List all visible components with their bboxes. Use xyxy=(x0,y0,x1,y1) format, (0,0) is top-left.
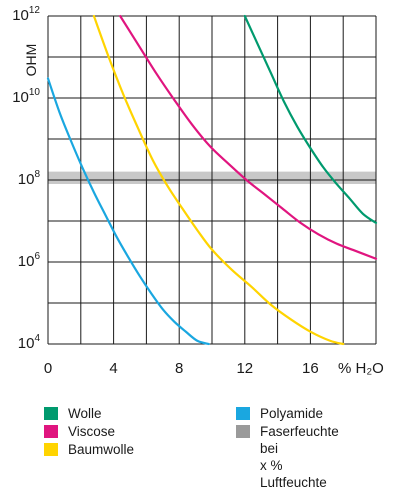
legend-swatch-polyamide xyxy=(236,407,250,420)
y-tick-label: 1012 xyxy=(12,5,40,24)
x-tick-label: 12 xyxy=(236,360,253,377)
x-tick-label: 4 xyxy=(109,360,117,377)
x-axis-title: % H₂O xyxy=(338,360,384,377)
y-tick-label: 106 xyxy=(18,251,41,270)
legend-label-baumwolle: Baumwolle xyxy=(68,442,135,457)
legend-swatch-faserfeuchte xyxy=(236,425,250,438)
legend-item-faserfeuchte: Faserfeuchte bei x % Luftfeuchte xyxy=(236,423,339,491)
legend-swatch-baumwolle xyxy=(44,443,58,456)
series-line-viscose xyxy=(119,14,378,260)
series-line-baumwolle xyxy=(92,14,345,346)
series-line-polyamide xyxy=(46,77,210,346)
x-tick-label: 0 xyxy=(44,360,52,377)
y-tick-label: 108 xyxy=(18,169,41,188)
grid-layer xyxy=(47,15,377,345)
legend-swatch-wolle xyxy=(44,407,58,420)
chart-figure: 104 106 108 1010 1012 0 4 8 12 16 OHM % H₂O Woll… xyxy=(12,5,384,490)
y-tick-label: 1010 xyxy=(12,87,40,106)
legend-item-polyamide: Polyamide xyxy=(236,405,323,422)
x-tick-label: 16 xyxy=(302,360,319,377)
legend-label-faserfeuchte: Faserfeuchte bei x % Luftfeuchte xyxy=(260,424,339,490)
legend-item-baumwolle: Baumwolle xyxy=(44,441,134,458)
legend-item-viscose: Viscose xyxy=(44,423,115,440)
y-tick-labels: 104 106 108 1010 1012 xyxy=(12,5,40,352)
y-axis-title: OHM xyxy=(23,44,39,77)
y-tick-label: 104 xyxy=(18,333,41,352)
legend-label-viscose: Viscose xyxy=(68,424,116,439)
x-tick-labels: 0 4 8 12 16 xyxy=(44,360,319,377)
legend-label-wolle: Wolle xyxy=(68,406,102,421)
series-layer xyxy=(46,14,378,346)
legend-swatch-viscose xyxy=(44,425,58,438)
chart-plot: 104 106 108 1010 1012 0 4 8 12 16 OHM % H₂O xyxy=(12,5,384,377)
legend-label-polyamide: Polyamide xyxy=(260,406,324,421)
x-tick-label: 8 xyxy=(175,360,183,377)
legend-item-wolle: Wolle xyxy=(44,405,102,422)
series-line-wolle xyxy=(243,14,378,224)
